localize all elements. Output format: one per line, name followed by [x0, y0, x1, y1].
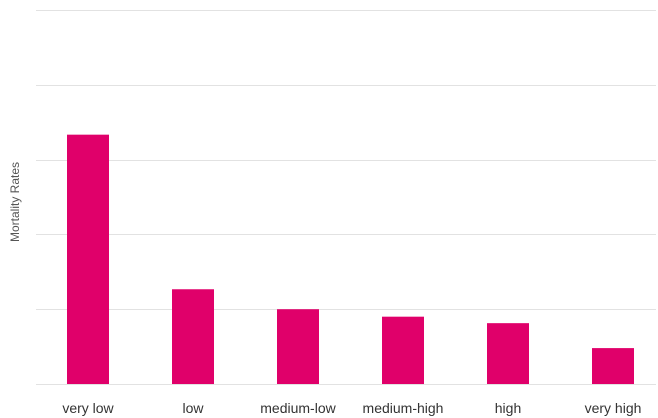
x-tick-label: low — [182, 400, 204, 416]
bar-medium-high — [382, 316, 424, 384]
bar-very-low — [67, 134, 109, 384]
y-axis-label: Mortality Rates — [8, 162, 22, 242]
bar-low — [172, 289, 214, 384]
bar-high — [487, 323, 529, 384]
x-tick-label: very low — [62, 400, 114, 416]
x-tick-label: medium-low — [260, 400, 336, 416]
x-tick-label: medium-high — [363, 400, 444, 416]
x-tick-label: very high — [585, 400, 642, 416]
bars — [67, 134, 634, 384]
x-tick-labels: very low low medium-low medium-high high very… — [62, 400, 641, 416]
gridlines — [36, 10, 656, 385]
bar-medium-low — [277, 309, 319, 384]
bar-very-high — [592, 348, 634, 384]
x-tick-label: high — [495, 400, 521, 416]
